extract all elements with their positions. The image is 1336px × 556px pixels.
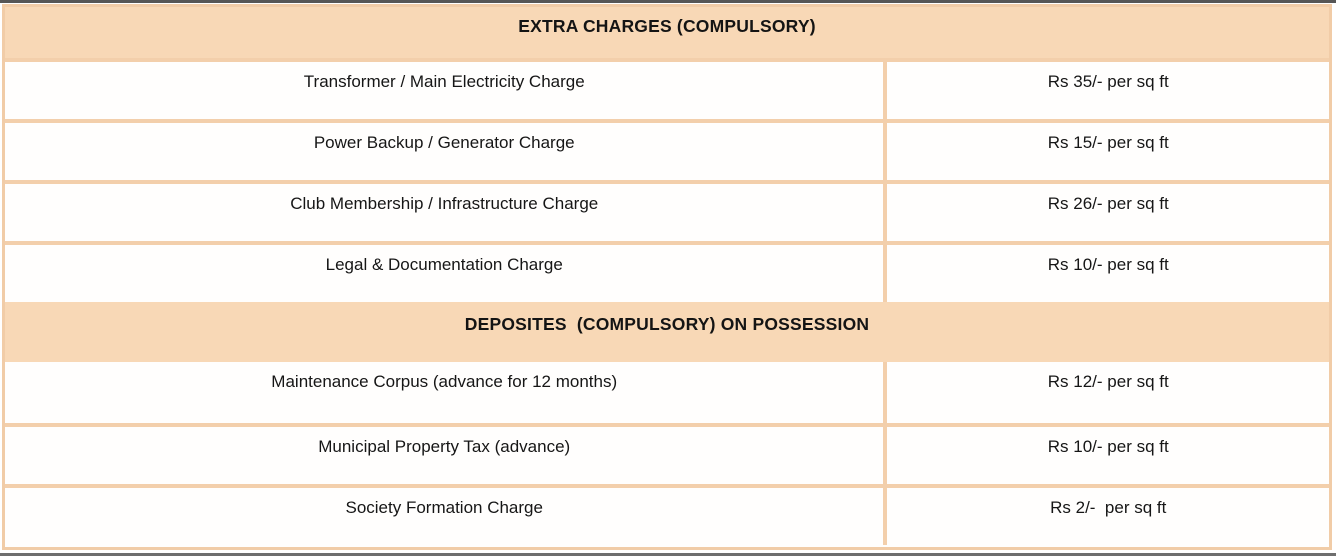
charge-label-cell: Municipal Property Tax (advance): [5, 427, 883, 484]
table-row: Maintenance Corpus (advance for 12 month…: [5, 362, 1329, 423]
charge-value-cell: Rs 12/- per sq ft: [883, 362, 1329, 423]
charge-value: Rs 12/- per sq ft: [1047, 372, 1169, 391]
charge-value: Rs 15/- per sq ft: [1047, 133, 1169, 152]
table-row: Power Backup / Generator Charge Rs 15/- …: [5, 119, 1329, 180]
table-row: Legal & Documentation Charge Rs 10/- per…: [5, 241, 1329, 302]
table-row: Society Formation Charge Rs 2/- per sq f…: [5, 484, 1329, 545]
charge-value: Rs 10/- per sq ft: [1047, 437, 1169, 456]
charge-value-cell: Rs 10/- per sq ft: [883, 427, 1329, 484]
charge-label: Power Backup / Generator Charge: [313, 133, 575, 152]
charge-label: Club Membership / Infrastructure Charge: [290, 194, 599, 213]
charge-value: Rs 35/- per sq ft: [1047, 72, 1169, 91]
charge-label-cell: Society Formation Charge: [5, 488, 883, 545]
charge-value-cell: Rs 35/- per sq ft: [883, 62, 1329, 119]
section-header-extra-charges: EXTRA CHARGES (COMPULSORY): [5, 7, 1329, 58]
charge-label: Transformer / Main Electricity Charge: [303, 72, 585, 91]
charges-table: EXTRA CHARGES (COMPULSORY) Transformer /…: [2, 4, 1332, 550]
charge-value-cell: Rs 10/- per sq ft: [883, 245, 1329, 302]
charge-label-cell: Transformer / Main Electricity Charge: [5, 62, 883, 119]
charge-label: Legal & Documentation Charge: [325, 255, 563, 274]
table-row: Municipal Property Tax (advance) Rs 10/-…: [5, 423, 1329, 484]
charge-label-cell: Club Membership / Infrastructure Charge: [5, 184, 883, 241]
charge-value-cell: Rs 15/- per sq ft: [883, 123, 1329, 180]
charge-value-cell: Rs 26/- per sq ft: [883, 184, 1329, 241]
charge-label: Municipal Property Tax (advance): [318, 437, 571, 456]
charge-value: Rs 26/- per sq ft: [1047, 194, 1169, 213]
section-header-deposits: DEPOSITES (COMPULSORY) ON POSSESSION: [5, 302, 1329, 362]
charge-value: Rs 10/- per sq ft: [1047, 255, 1169, 274]
charge-value: Rs 2/- per sq ft: [1050, 498, 1167, 517]
table-row: Transformer / Main Electricity Charge Rs…: [5, 58, 1329, 119]
section-header-label: EXTRA CHARGES (COMPULSORY): [518, 16, 816, 36]
charge-label: Maintenance Corpus (advance for 12 month…: [271, 372, 618, 391]
charge-value-cell: Rs 2/- per sq ft: [883, 488, 1329, 545]
section-header-label: DEPOSITES (COMPULSORY) ON POSSESSION: [464, 314, 870, 334]
table-row: Club Membership / Infrastructure Charge …: [5, 180, 1329, 241]
charge-label-cell: Legal & Documentation Charge: [5, 245, 883, 302]
charge-label: Society Formation Charge: [345, 498, 543, 517]
charge-label-cell: Maintenance Corpus (advance for 12 month…: [5, 362, 883, 423]
charge-label-cell: Power Backup / Generator Charge: [5, 123, 883, 180]
